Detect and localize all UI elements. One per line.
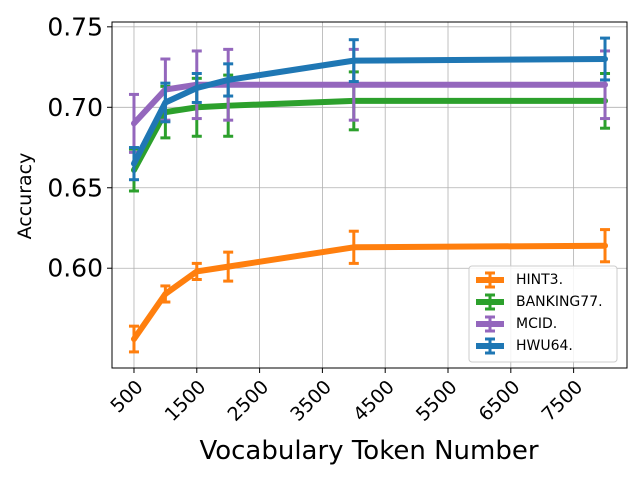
legend: HINT3. BANKING77. MCID. HWU64. [469, 266, 617, 362]
legend-label: HWU64. [516, 338, 573, 354]
legend-entry: HWU64. [476, 338, 573, 354]
legend-entry: BANKING77. [476, 294, 603, 310]
y-tick-label: 0.70 [47, 93, 103, 122]
series-line [134, 59, 605, 164]
y-axis-ticks: 0.60 0.65 0.70 0.75 [47, 12, 112, 282]
y-tick-label: 0.65 [47, 173, 103, 202]
legend-label: MCID. [516, 316, 557, 332]
x-tick-label: 1500 [161, 376, 211, 426]
x-tick-label: 2500 [223, 376, 273, 426]
x-tick-label: 5500 [412, 376, 462, 426]
x-axis-ticks: 500 1500 2500 3500 4500 5500 6500 7500 [106, 368, 587, 426]
x-tick-label: 7500 [537, 376, 587, 426]
y-axis-label: Accuracy [14, 153, 36, 240]
x-tick-label: 6500 [475, 376, 525, 426]
series-line [134, 101, 605, 170]
y-tick-label: 0.60 [47, 254, 103, 283]
legend-label: BANKING77. [516, 294, 603, 310]
legend-entry: MCID. [476, 316, 557, 332]
legend-label: HINT3. [516, 272, 563, 288]
legend-entry: HINT3. [476, 272, 563, 288]
y-tick-label: 0.75 [47, 12, 103, 41]
x-axis-label: Vocabulary Token Number [199, 436, 538, 466]
x-tick-label: 500 [106, 376, 147, 417]
x-tick-label: 4500 [349, 376, 399, 426]
x-tick-label: 3500 [286, 376, 336, 426]
